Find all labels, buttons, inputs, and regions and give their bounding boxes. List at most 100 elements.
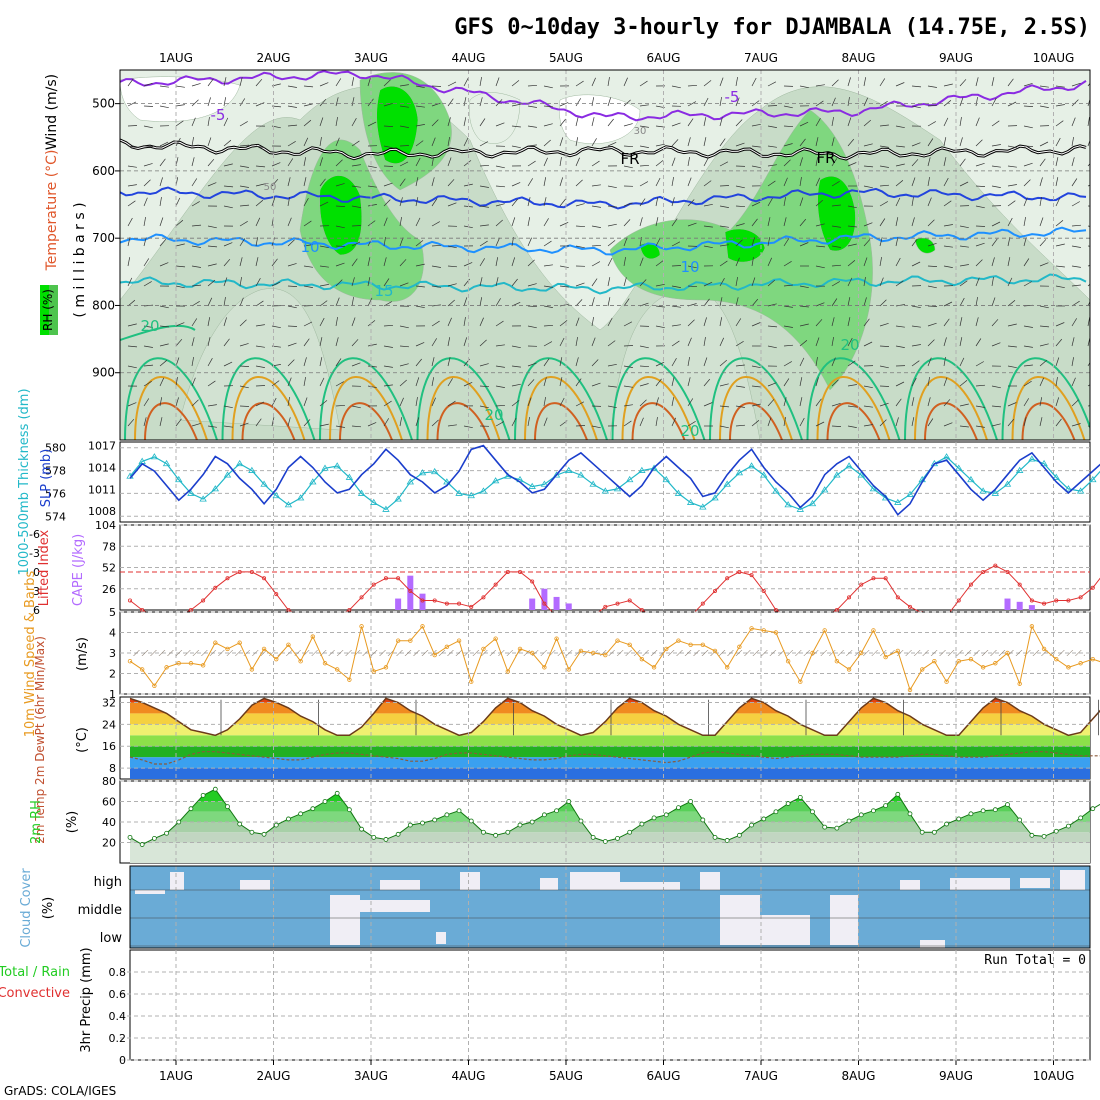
wind10m-point: [859, 650, 864, 656]
rh2m-point: [602, 839, 608, 844]
rh2m-point: [432, 817, 438, 823]
rh2m-point: [1017, 817, 1023, 823]
bottom-day-label: 1AUG: [159, 1069, 193, 1083]
contour-label: 30: [634, 126, 647, 137]
thickness-point: [552, 471, 561, 478]
wind10m-point: [456, 638, 462, 643]
thickness-point: [382, 505, 390, 512]
thickness-point: [601, 487, 610, 494]
wind10m-point: [785, 659, 791, 664]
wind10m-point: [188, 661, 194, 666]
top-day-label: 2AUG: [257, 51, 291, 65]
axis-tick-label: 574: [45, 510, 66, 523]
lifted-index-point: [968, 582, 973, 587]
rh2m-line: [129, 788, 1100, 846]
wind10m-point: [907, 687, 913, 693]
axis-tick-label: 16: [102, 740, 116, 753]
slp-line: [129, 444, 1100, 516]
cape-bar: [1004, 598, 1011, 610]
wind10m-point: [603, 652, 608, 658]
rh2m-point: [1066, 823, 1071, 829]
axis-tick-label: 5: [109, 606, 116, 619]
wind10m-point: [432, 652, 437, 658]
thickness-point: [467, 491, 475, 499]
wind10m-point: [383, 665, 389, 670]
lifted-index-point: [371, 582, 376, 587]
ylabel-precip-convective: Convective: [0, 986, 70, 1001]
lifted-index-point: [895, 595, 900, 600]
wind10m-point: [993, 661, 998, 666]
thickness-point: [162, 459, 171, 467]
upper-air-ylabel: Wind (m/s) Temperature (°C) RH (%) ( m i…: [40, 74, 88, 335]
wind10m-point: [749, 626, 754, 631]
bottom-day-label: 8AUG: [842, 1069, 876, 1083]
wind10m-point: [761, 628, 766, 633]
rh2m-point: [127, 834, 133, 840]
rh2m-point: [858, 812, 864, 818]
temp-color-band: [130, 713, 1090, 725]
cape-bar: [395, 598, 402, 610]
lifted-index-point: [883, 576, 888, 581]
wind10m-point: [737, 644, 742, 650]
cape-li-panel: -3 0 3 6 -6 104 78 52 26 Lifted Index CAPE (J/kg…: [29, 519, 1100, 619]
thickness-point: [650, 464, 658, 471]
lifted-index-point: [749, 573, 754, 578]
wind10m-point: [310, 634, 316, 639]
thickness-point: [540, 480, 549, 487]
thickness-point: [284, 501, 293, 508]
thickness-point: [1076, 487, 1085, 494]
cloud-gap: [135, 890, 165, 894]
bottom-day-label: 10AUG: [1033, 1069, 1075, 1083]
lifted-index-point: [981, 569, 986, 574]
rh2m-point: [286, 816, 291, 822]
wind10m-point: [834, 659, 840, 664]
rh2m-point: [310, 806, 316, 812]
axis-tick-label: 2: [109, 668, 116, 681]
lifted-index-point: [420, 598, 425, 603]
axis-tick-label: 0: [33, 566, 40, 579]
ylabel-cloud: Cloud Cover: [19, 868, 34, 948]
thickness-point: [955, 464, 963, 471]
rh2m-point: [992, 807, 998, 813]
axis-tick-label: 0: [119, 1054, 126, 1067]
wind10m-point: [420, 624, 425, 629]
wind10m-point: [1017, 681, 1022, 686]
cape-bar: [529, 598, 536, 610]
wind10m-point: [566, 667, 571, 672]
axis-tick-label: 78: [102, 540, 116, 553]
thickness-point: [857, 471, 865, 478]
wind10m-point: [1029, 624, 1035, 629]
wind10m-point: [517, 646, 523, 652]
thickness-point: [1040, 459, 1048, 467]
rh2m-point: [931, 829, 937, 835]
cloud-gap: [830, 895, 858, 945]
wind10m-point: [237, 640, 242, 645]
wind10m-point: [505, 669, 511, 674]
lifted-index-point: [359, 595, 364, 600]
pressure-tick-label: 500: [92, 97, 115, 111]
thickness-point: [528, 482, 536, 489]
ylabel-thickness: 1000-500mb Thickness (dm): [17, 388, 32, 575]
thickness-point: [333, 462, 341, 469]
temp-color-band: [130, 735, 1090, 747]
wind10m-point: [139, 667, 145, 672]
axis-tick-label: 6: [33, 604, 40, 617]
wind10m-point: [712, 648, 718, 654]
wind10m-point: [773, 630, 779, 635]
thickness-point: [1015, 466, 1024, 473]
cloud-gap: [600, 882, 680, 890]
lifted-index-point: [993, 563, 998, 568]
lifted-index-point: [213, 585, 218, 590]
wind10m-point: [944, 679, 949, 684]
rh2m-point: [834, 825, 840, 831]
contour-label: 50: [264, 182, 277, 193]
rh2m-point: [1029, 832, 1035, 838]
thickness-point: [906, 490, 914, 497]
rh2m-point: [188, 806, 194, 812]
wind10m-point: [322, 661, 328, 666]
thickness-point: [808, 499, 817, 507]
rh2m-point: [505, 829, 511, 835]
contour-label: 20: [840, 336, 859, 354]
lifted-index-point: [237, 569, 242, 574]
bottom-day-label: 6AUG: [647, 1069, 681, 1083]
